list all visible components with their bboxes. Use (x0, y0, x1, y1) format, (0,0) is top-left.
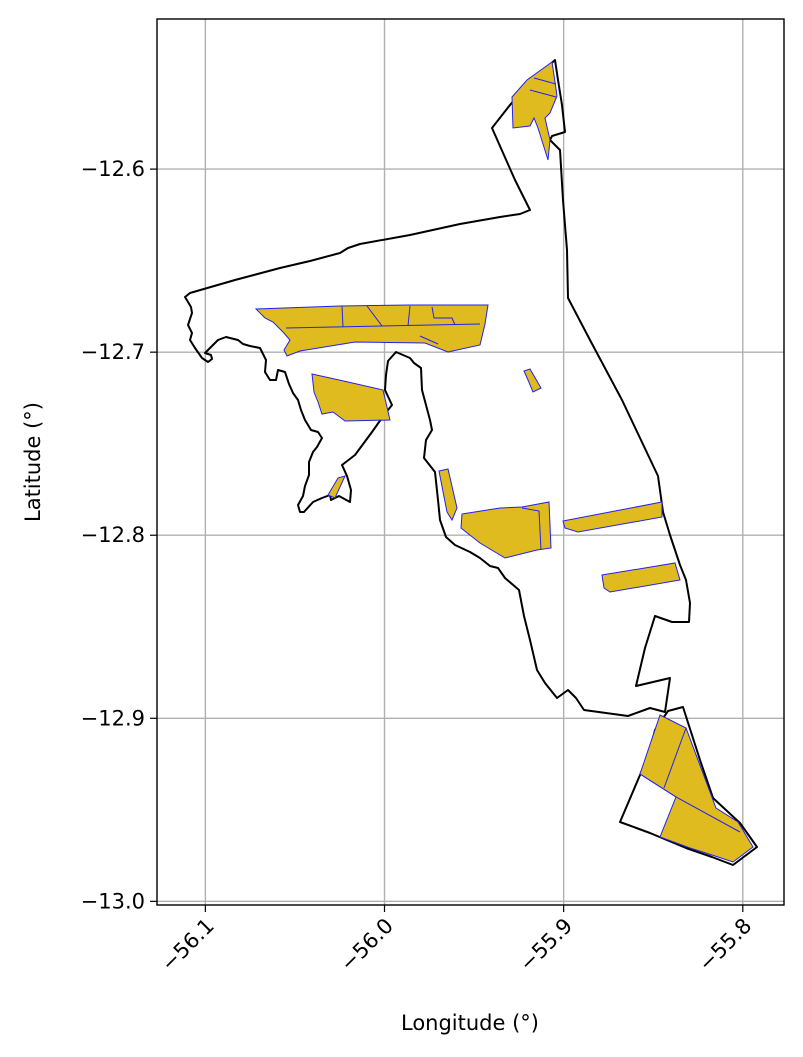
y-tick-label: −12.7 (81, 340, 145, 364)
parcel-divider (419, 335, 439, 345)
parcels-layer (254, 61, 754, 863)
parcel (254, 304, 489, 357)
axes-frame (156, 18, 785, 906)
parcel (311, 373, 391, 422)
parcel (562, 501, 663, 533)
parcel (438, 468, 458, 522)
y-tick-label: −13.0 (81, 889, 145, 913)
y-tick-label: −12.8 (81, 523, 145, 547)
parcel-divider (639, 773, 741, 833)
parcel (523, 368, 542, 393)
parcel-divider (533, 77, 557, 85)
parcel-divider (366, 305, 383, 327)
parcel-divider (521, 507, 542, 551)
y-axis-label: Latitude (°) (21, 402, 45, 522)
parcel-divider (407, 305, 411, 327)
parcel (327, 475, 346, 499)
y-tick-label: −12.9 (81, 706, 145, 730)
parcel-divider (285, 323, 481, 329)
parcel-divider (663, 727, 687, 789)
parcel (601, 562, 681, 593)
parcel (511, 61, 558, 161)
parcel-divider (341, 305, 344, 328)
y-tick-label: −12.6 (81, 157, 145, 181)
x-axis-label: Longitude (°) (401, 1011, 539, 1035)
grid-lines (157, 19, 784, 905)
y-axis: −12.6 −12.7 −12.8 −12.9 −13.0 (81, 157, 157, 913)
parcel-divider (431, 306, 456, 326)
parcel-divider (529, 89, 557, 98)
parcel (460, 501, 552, 559)
